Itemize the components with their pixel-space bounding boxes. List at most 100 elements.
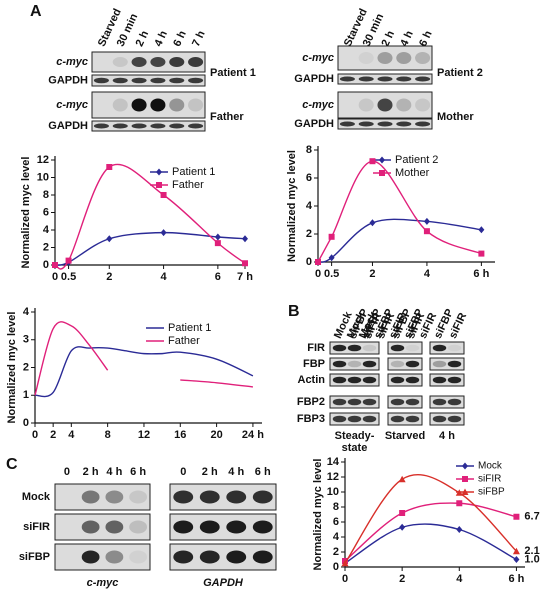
blot-band <box>377 98 393 112</box>
series-line <box>180 379 253 388</box>
blot-band <box>447 415 462 423</box>
column-label: 4 h <box>228 466 244 478</box>
x-tick-label: 4 <box>161 271 168 283</box>
blot-strip <box>54 483 151 511</box>
column-label: 4 h <box>152 29 170 49</box>
blot-band <box>332 398 347 406</box>
data-point <box>423 217 430 225</box>
data-point <box>461 488 469 495</box>
column-label: 2 h <box>134 29 152 49</box>
data-point <box>160 229 167 237</box>
y-tick-label: 2 <box>23 361 29 373</box>
series-line <box>344 502 517 562</box>
y-tick-label: 8 <box>333 501 339 513</box>
x-tick-label: 2 <box>106 271 112 283</box>
blot-band <box>405 376 420 384</box>
column-label: 4 h <box>106 466 122 478</box>
row-label: FBP3 <box>297 413 325 425</box>
blot-band <box>396 52 412 64</box>
x-tick-label: 2 <box>399 573 405 585</box>
blot-band <box>377 121 393 127</box>
data-point <box>398 475 406 483</box>
x-tick-label: 24 h <box>242 429 264 441</box>
x-tick-label: 0.5 <box>61 271 76 283</box>
blot-strip <box>337 45 433 71</box>
condition-label: state <box>342 442 368 454</box>
column-label: 6 h <box>130 466 146 478</box>
blot-band <box>131 98 147 112</box>
data-point <box>399 523 406 531</box>
blot-band <box>358 121 374 127</box>
blot-band <box>173 520 194 534</box>
x-tick-label: 4 <box>456 573 463 585</box>
data-point <box>462 462 468 470</box>
blot-band <box>347 376 362 384</box>
value-label: 1.0 <box>524 553 539 565</box>
blot-band <box>81 490 100 504</box>
data-point <box>315 259 321 265</box>
data-point <box>379 170 385 176</box>
x-tick-label: 12 <box>138 429 150 441</box>
blot-band <box>362 398 377 406</box>
blot-band <box>358 52 374 64</box>
legend-label: Father <box>172 179 204 191</box>
legend-label: Mother <box>395 167 430 179</box>
blot-band <box>415 121 431 127</box>
blot-band <box>447 398 462 406</box>
blot-band <box>173 490 194 504</box>
blot-band <box>188 123 204 129</box>
column-label: 0 <box>180 466 186 478</box>
blot-band <box>169 77 185 84</box>
blot-band <box>415 98 431 112</box>
data-point <box>156 182 162 188</box>
data-point <box>341 559 349 567</box>
panel-label: B <box>288 303 300 320</box>
x-tick-label: 6 h <box>473 268 489 280</box>
x-tick-label: 8 <box>105 429 111 441</box>
data-point <box>512 547 520 555</box>
blot-band <box>188 77 204 84</box>
blot-band <box>432 344 447 352</box>
blot-band <box>252 490 273 504</box>
row-label: c-myc <box>302 52 334 64</box>
legend-label: Father <box>168 335 200 347</box>
blot-band <box>150 98 166 112</box>
blot-band <box>362 344 377 352</box>
blot-band <box>199 490 220 504</box>
blot-band <box>332 360 347 368</box>
blot-band <box>81 520 100 534</box>
y-tick-label: 4 <box>333 531 340 543</box>
blot-band <box>169 123 185 129</box>
blot-band <box>129 550 148 564</box>
y-tick-label: 6 <box>333 516 339 528</box>
blot-band <box>347 415 362 423</box>
x-tick-label: 0 <box>52 271 58 283</box>
data-point <box>106 235 113 243</box>
panel-label: C <box>6 456 18 473</box>
blot-band <box>93 77 109 84</box>
series-line <box>344 523 517 564</box>
blot-band <box>173 550 194 564</box>
row-label: Mock <box>22 491 51 503</box>
x-tick-label: 0.5 <box>324 268 339 280</box>
data-point <box>423 228 430 235</box>
blot-band <box>377 76 393 82</box>
y-tick-label: 12 <box>327 471 339 483</box>
data-point <box>242 235 248 243</box>
group-label: Patient 2 <box>437 67 483 79</box>
blot-band <box>362 360 377 368</box>
blot-band <box>447 376 462 384</box>
blot-band <box>339 121 355 127</box>
series-line <box>317 218 482 263</box>
blot-band <box>390 360 405 368</box>
x-tick-label: 6 h <box>508 573 524 585</box>
blot-band <box>252 550 273 564</box>
blot-band <box>131 57 147 67</box>
y-axis-label: Normalized myc level <box>312 459 324 571</box>
y-tick-label: 6 <box>43 206 49 218</box>
data-point <box>478 226 485 234</box>
blot-band <box>332 376 347 384</box>
column-label: 0 <box>64 466 70 478</box>
x-tick-label: 0 <box>315 268 321 280</box>
data-point <box>214 240 221 247</box>
